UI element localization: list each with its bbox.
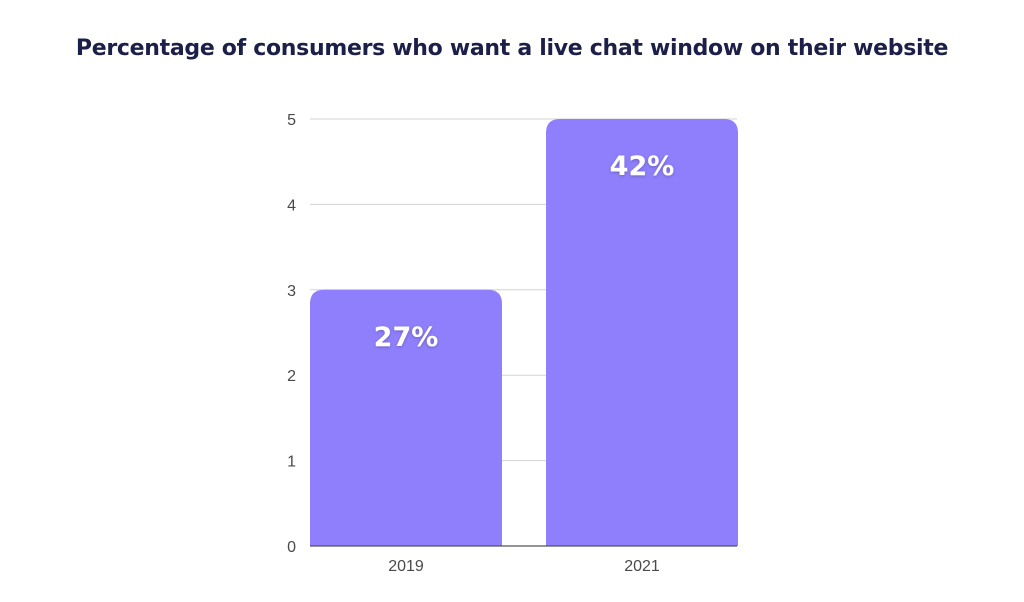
x-axis-ticks: 2019 2021 xyxy=(388,558,660,575)
y-tick-label: 2 xyxy=(287,368,296,385)
bar-data-label: 42% xyxy=(610,151,675,182)
y-tick-label: 3 xyxy=(287,283,296,300)
y-tick-label: 4 xyxy=(287,197,296,214)
chart-title: Percentage of consumers who want a live … xyxy=(75,36,949,61)
bars: 27% 42% xyxy=(310,119,738,546)
bar-data-label: 27% xyxy=(374,322,439,353)
y-tick-label: 1 xyxy=(287,454,296,471)
x-tick-label: 2019 xyxy=(388,558,424,575)
y-axis-ticks: 0 1 2 3 4 5 xyxy=(287,112,296,556)
y-tick-label: 5 xyxy=(287,112,296,129)
bar-2019 xyxy=(310,289,502,546)
x-tick-label: 2021 xyxy=(624,558,660,575)
y-tick-label: 0 xyxy=(287,539,296,556)
bar-2021 xyxy=(546,119,738,546)
